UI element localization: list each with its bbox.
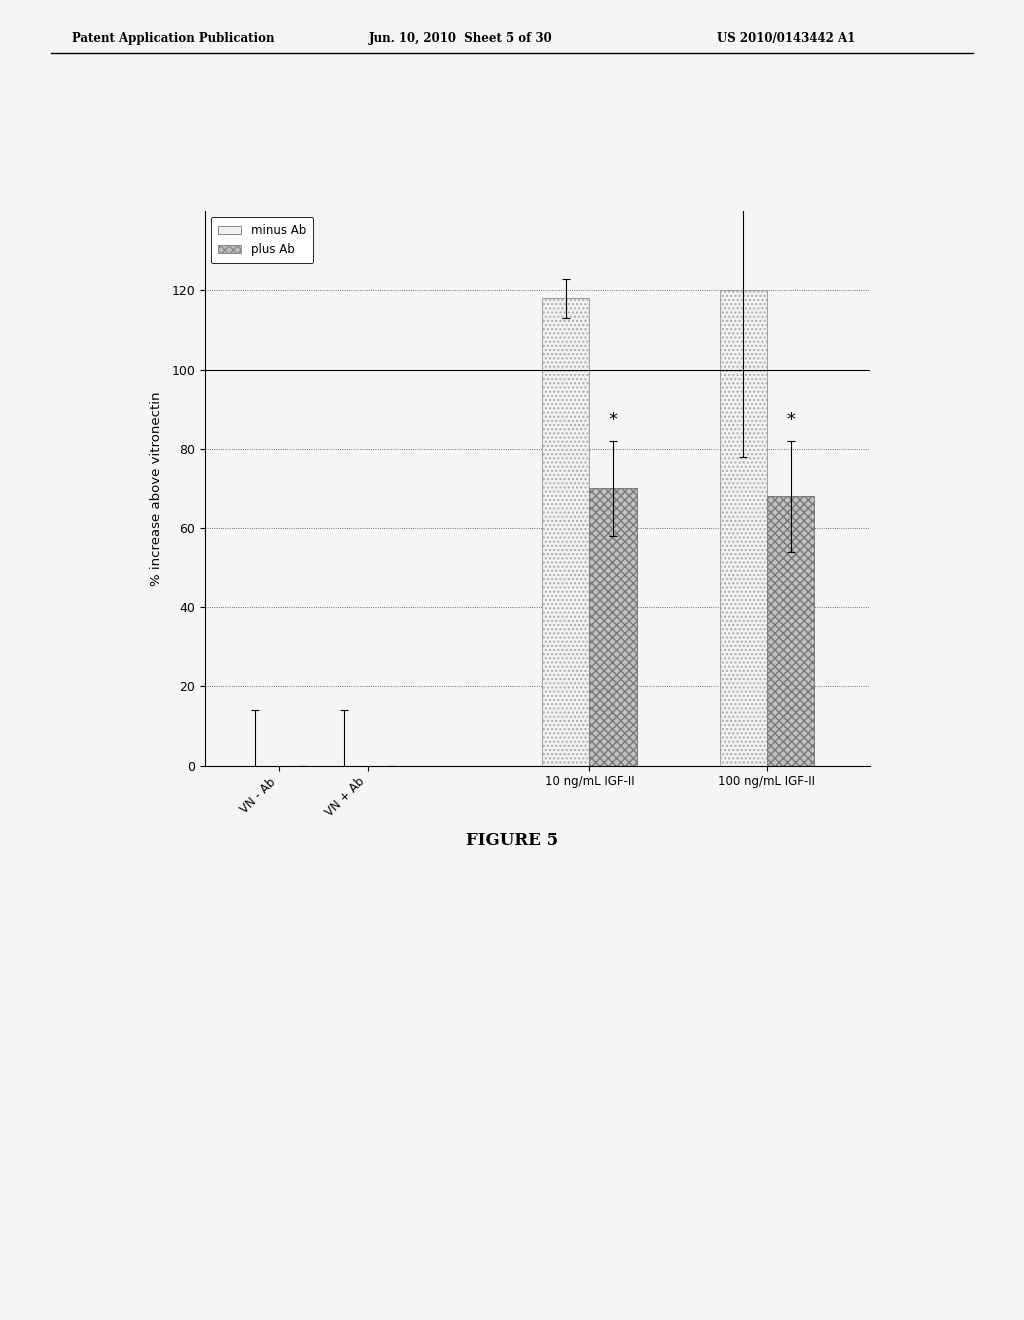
Bar: [767, 496, 814, 766]
Legend: minus Ab, plus Ab: minus Ab, plus Ab: [211, 216, 313, 263]
Bar: [542, 298, 590, 766]
Bar: [542, 298, 590, 766]
Text: Jun. 10, 2010  Sheet 5 of 30: Jun. 10, 2010 Sheet 5 of 30: [369, 32, 552, 45]
Y-axis label: % increase above vitronectin: % increase above vitronectin: [150, 391, 163, 586]
Text: Patent Application Publication: Patent Application Publication: [72, 32, 274, 45]
Text: US 2010/0143442 A1: US 2010/0143442 A1: [717, 32, 855, 45]
Bar: [590, 488, 637, 766]
Bar: [590, 488, 637, 766]
Text: *: *: [786, 411, 795, 429]
Bar: [720, 290, 767, 766]
Bar: [720, 290, 767, 766]
Text: FIGURE 5: FIGURE 5: [466, 832, 558, 849]
Text: *: *: [608, 411, 617, 429]
Bar: [767, 496, 814, 766]
